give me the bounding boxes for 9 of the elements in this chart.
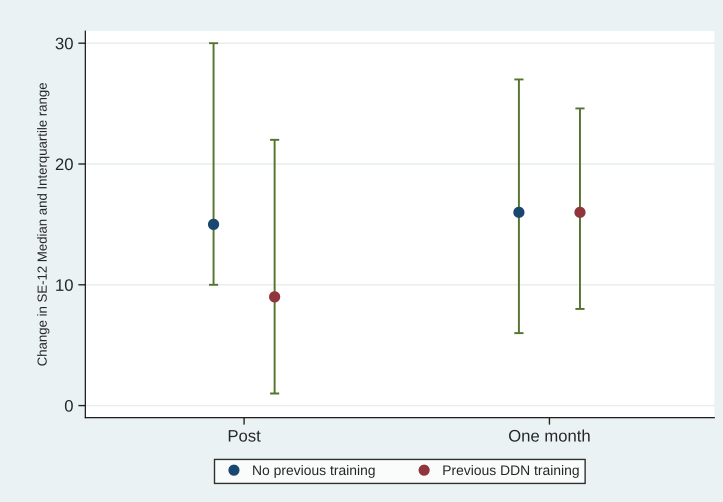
y-tick-label: 30 [56, 38, 73, 50]
legend-label: Previous DDN training [443, 464, 579, 478]
y-tick-label: 0 [64, 400, 73, 412]
y-tick-label: 10 [56, 279, 73, 291]
x-tick-label: Post [228, 430, 261, 442]
y-axis-title: Change in SE-12 Median and Interquartile range [37, 83, 50, 366]
legend-label: No previous training [253, 464, 375, 478]
y-tick-label: 20 [56, 158, 73, 170]
x-tick-label: One month [509, 429, 590, 442]
